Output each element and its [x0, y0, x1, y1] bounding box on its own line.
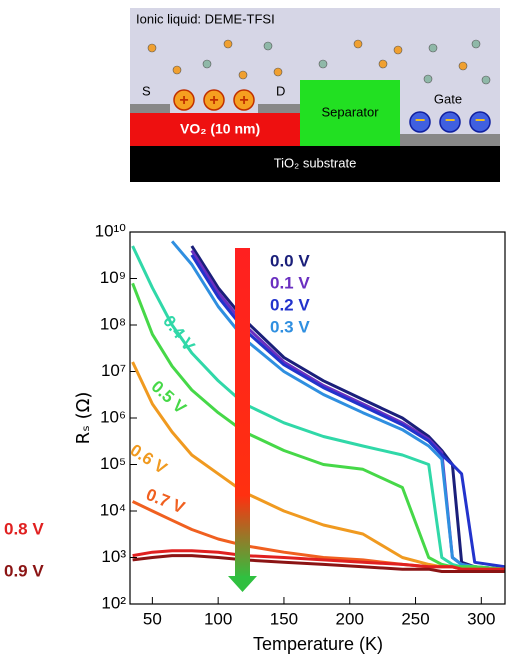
source-electrode: [130, 104, 170, 114]
svg-text:−: −: [475, 110, 486, 130]
series-label: 0.8 V: [4, 519, 44, 538]
svg-text:−: −: [415, 110, 426, 130]
svg-text:+: +: [179, 92, 188, 109]
x-tick-label: 50: [143, 609, 162, 628]
series-label: 0.4 V: [159, 312, 199, 355]
y-tick-label: 10⁸: [100, 314, 126, 333]
ions: [147, 39, 491, 85]
channel-label: VO₂ (10 nm): [180, 121, 260, 137]
x-tick-label: 150: [270, 609, 298, 628]
positive-ions: + + +: [173, 89, 255, 111]
vo2-channel: [130, 113, 300, 146]
series-label: 0.3 V: [270, 317, 310, 336]
liquid-label: Ionic liquid: DEME-TFSI: [136, 11, 275, 26]
y-tick-label: 10⁹: [100, 268, 126, 287]
x-tick-label: 100: [204, 609, 232, 628]
y-tick-label: 10⁷: [101, 361, 126, 380]
gate-voltage-arrow: [228, 248, 257, 592]
series-label: 0.9 V: [4, 561, 44, 580]
series-line: [170, 240, 505, 571]
substrate: [130, 146, 500, 182]
series-label: 0.2 V: [270, 295, 310, 314]
y-tick-label: 10³: [101, 547, 126, 566]
series-label: 0.6 V: [127, 440, 171, 478]
series-label: 0.5 V: [148, 377, 191, 418]
x-tick-label: 250: [401, 609, 429, 628]
series-label: 0.7 V: [143, 485, 188, 518]
series-line: [132, 549, 505, 571]
device-schematic: Ionic liquid: DEME-TFSI S D + + + VO₂ (1…: [130, 8, 500, 182]
y-tick-label: 10¹⁰: [95, 221, 127, 240]
svg-text:+: +: [239, 92, 248, 109]
substrate-label: TiO₂ substrate: [274, 155, 357, 170]
x-tick-label: 300: [467, 609, 495, 628]
separator-label: Separator: [321, 104, 379, 119]
drain-electrode: [258, 104, 300, 114]
y-axis-title: Rₛ (Ω): [73, 392, 94, 445]
gate-label: Gate: [434, 91, 462, 106]
y-tick-label: 10⁶: [100, 407, 126, 426]
y-tick-label: 10²: [101, 593, 126, 612]
drain-label: D: [276, 83, 285, 98]
series-label: 0.0 V: [270, 251, 310, 270]
negative-ions: − − −: [409, 110, 491, 133]
source-label: S: [142, 83, 151, 98]
series-label: 0.1 V: [270, 273, 310, 292]
svg-text:+: +: [209, 92, 218, 109]
svg-text:−: −: [445, 110, 456, 130]
x-axis-title: Temperature (K): [253, 634, 383, 654]
x-tick-label: 200: [336, 609, 364, 628]
gate-electrode: [400, 134, 500, 146]
y-tick-label: 10⁵: [100, 454, 126, 473]
series-line: [132, 554, 505, 573]
y-tick-label: 10⁴: [100, 500, 126, 519]
plot-frame: [129, 231, 506, 605]
separator: [300, 80, 400, 146]
